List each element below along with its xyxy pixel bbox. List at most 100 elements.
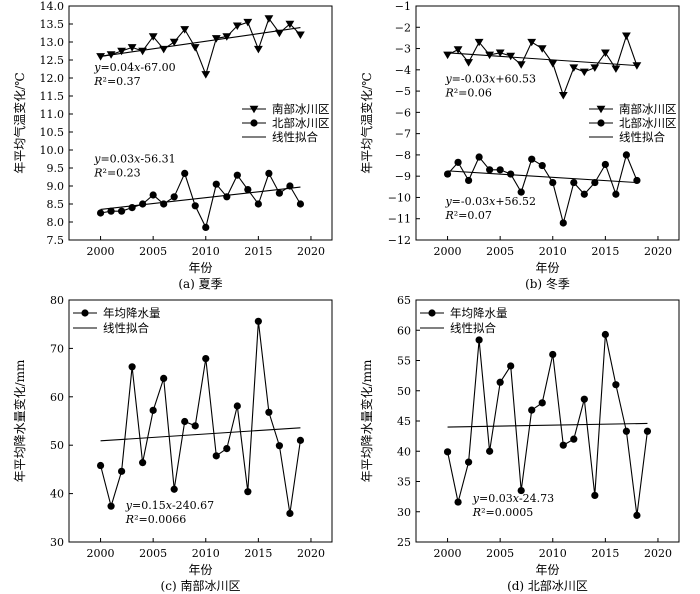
x-tick-label: 2015 (244, 547, 272, 560)
legend-label: 南部冰川区 (272, 102, 330, 116)
data-point (569, 64, 579, 72)
fit-equation: y=0.03x-56.31 (93, 153, 175, 166)
y-tick-label: −5 (395, 85, 411, 98)
x-tick-label: 2005 (486, 245, 514, 258)
data-point (96, 53, 105, 61)
data-point (191, 202, 199, 210)
data-point (580, 395, 588, 403)
data-point (633, 511, 641, 519)
data-point (464, 59, 473, 67)
fit-line (100, 27, 301, 57)
series-1 (96, 317, 305, 518)
data-point (443, 170, 452, 178)
data-point (611, 65, 621, 73)
panel-caption: (b) 冬季 (525, 276, 570, 291)
x-tick-label: 2005 (139, 547, 167, 560)
series-1 (96, 15, 305, 79)
x-tick-label: 2000 (87, 547, 115, 560)
legend-marker (428, 309, 436, 317)
data-point (233, 171, 241, 179)
data-point (139, 200, 147, 208)
data-point (296, 436, 305, 444)
data-point (465, 176, 473, 185)
data-point (496, 166, 504, 174)
legend-label: 线性拟合 (272, 130, 318, 144)
data-point (254, 200, 262, 208)
data-point (118, 207, 126, 215)
fit-r-squared: R²=0.0005 (472, 506, 533, 519)
data-point (559, 441, 567, 449)
chart-panel-c: 30 40 50 60 70 80 2000 2005 2010 2015 2020 年份 年平均降水量… (12, 294, 333, 593)
fit-equation: y=-0.03x+60.53 (444, 73, 536, 86)
fit-r-squared: R²=0.07 (444, 209, 491, 222)
data-point (538, 399, 546, 407)
data-point (149, 406, 157, 414)
y-tick-label: 13.5 (40, 18, 65, 31)
data-point (265, 169, 273, 177)
data-point (507, 170, 515, 178)
data-point (127, 44, 137, 52)
data-point (202, 354, 210, 363)
legend-label: 线性拟合 (103, 321, 149, 335)
data-point (107, 207, 115, 215)
x-axis-label: 年份 (535, 563, 559, 577)
x-tick-label: 2005 (139, 245, 167, 258)
fit-equation: y=0.03x-24.73 (472, 492, 554, 505)
x-tick-label: 2015 (591, 245, 619, 258)
plot-frame (415, 299, 680, 543)
y-tick-label: 70 (50, 342, 64, 355)
legend-label: 北部冰川区 (272, 116, 330, 130)
data-point (212, 180, 220, 188)
data-point (465, 458, 473, 466)
data-point (591, 491, 599, 500)
data-point (538, 161, 546, 170)
y-axis-label: 年平均降水量变化/mm (359, 359, 374, 482)
data-point (549, 350, 557, 359)
data-point (138, 47, 147, 56)
data-point (643, 427, 652, 435)
data-point (516, 61, 526, 69)
data-point (570, 178, 578, 187)
y-tick-label: 50 (50, 439, 64, 452)
data-point (285, 20, 295, 29)
y-tick-label: −3 (395, 43, 411, 56)
y-tick-label: −8 (395, 149, 411, 162)
data-point (202, 223, 210, 231)
data-point (181, 417, 189, 426)
data-point (96, 209, 105, 217)
data-point (622, 151, 631, 159)
data-point (496, 378, 504, 386)
y-tick-label: 55 (397, 355, 411, 368)
data-point (475, 153, 483, 161)
data-point (495, 49, 505, 57)
y-axis-label: 年平均降水量变化/mm (12, 359, 27, 482)
data-point (549, 178, 557, 187)
data-point (254, 317, 262, 325)
x-axis-label: 年份 (188, 563, 212, 577)
data-point (475, 336, 483, 344)
data-point (96, 461, 105, 470)
data-point (191, 422, 199, 430)
legend-label: 线性拟合 (450, 321, 496, 335)
data-point (507, 362, 515, 370)
data-point (296, 31, 305, 39)
data-point (190, 44, 200, 52)
data-point (601, 49, 610, 57)
data-point (474, 38, 484, 47)
legend-marker (597, 119, 605, 127)
y-tick-label: 14.0 (40, 0, 65, 13)
data-point (180, 26, 190, 34)
y-tick-label: −9 (395, 170, 411, 183)
data-point (212, 452, 220, 460)
data-point (506, 52, 516, 61)
plot-frame (415, 5, 680, 241)
y-tick-label: 50 (397, 385, 411, 398)
fit-r-squared: R²=0.23 (93, 167, 140, 180)
chart-panel-b: −12 −11 −10 −9 −8 −7 −6 −5 −4 −3 −2 −1 2000 2005 2010 2… (359, 0, 680, 291)
fit-line (447, 170, 637, 184)
data-point (107, 502, 115, 510)
legend-marker (81, 309, 89, 317)
data-point (527, 38, 537, 47)
